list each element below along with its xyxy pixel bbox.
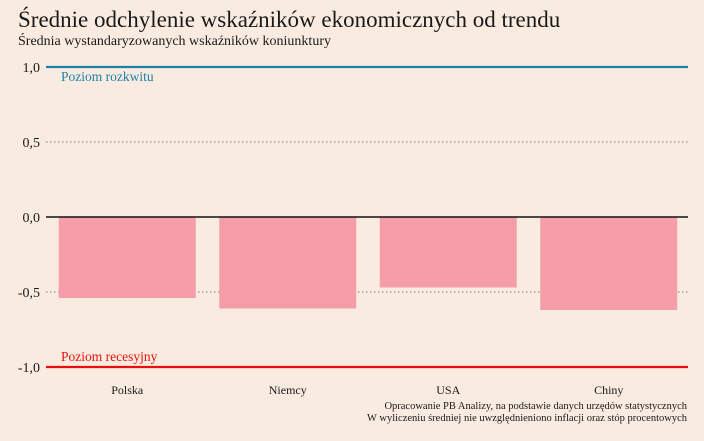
y-tick-label: -0,5 xyxy=(18,286,40,301)
y-tick-label: -1,0 xyxy=(18,361,40,376)
x-tick-label: Polska xyxy=(111,383,144,397)
methodology-note: W wyliczeniu średniej nie uwzględnienion… xyxy=(367,413,687,424)
source-note: Opracowanie PB Analizy, na podstawie dan… xyxy=(384,401,687,412)
bar xyxy=(540,217,678,310)
reference-line-label: Poziom recesyjny xyxy=(61,349,158,364)
bar xyxy=(219,217,357,309)
x-tick-label: Niemcy xyxy=(269,383,307,397)
x-tick-label: Chiny xyxy=(594,383,623,397)
y-tick-label: 1,0 xyxy=(23,61,41,76)
x-tick-label: USA xyxy=(436,383,460,397)
chart-subtitle: Średnia wystandaryzowanych wskaźników ko… xyxy=(18,34,331,49)
reference-line-label: Poziom rozkwitu xyxy=(61,69,154,84)
y-tick-label: 0,0 xyxy=(23,211,41,226)
y-tick-label: 0,5 xyxy=(23,136,41,151)
bar xyxy=(58,217,196,298)
chart-title: Średnie odchylenie wskaźników ekonomiczn… xyxy=(18,7,561,32)
bar xyxy=(379,217,517,288)
